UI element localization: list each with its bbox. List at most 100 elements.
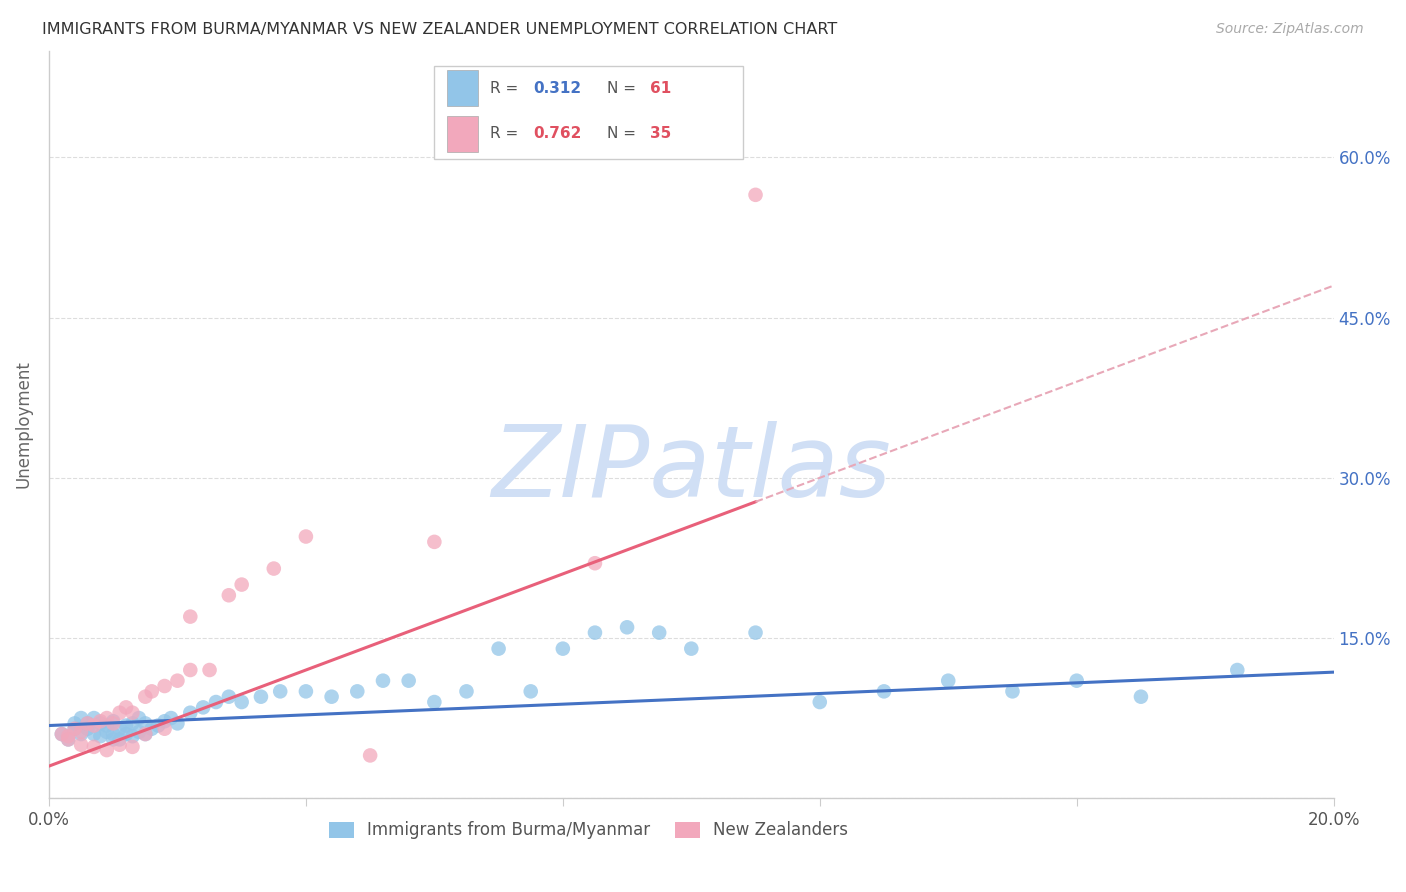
Point [63, 722, 86, 736]
Point [63, 722, 86, 736]
Point [153, 722, 176, 736]
Point [83, 727, 105, 741]
Point [89, 729, 111, 743]
Point [128, 725, 150, 739]
Legend: Immigrants from Burma/Myanmar, New Zealanders: Immigrants from Burma/Myanmar, New Zeala… [322, 814, 855, 846]
Point [423, 534, 446, 549]
Point [198, 663, 221, 677]
Point [63, 716, 86, 731]
Point [191, 700, 214, 714]
Point [398, 673, 420, 688]
Point [1129, 690, 1152, 704]
Point [218, 588, 240, 602]
Point [115, 718, 138, 732]
Point [70, 727, 93, 741]
Point [83, 739, 105, 754]
Point [456, 684, 478, 698]
Point [134, 690, 156, 704]
Point [583, 625, 606, 640]
Text: IMMIGRANTS FROM BURMA/MYANMAR VS NEW ZEALANDER UNEMPLOYMENT CORRELATION CHART: IMMIGRANTS FROM BURMA/MYANMAR VS NEW ZEA… [42, 22, 838, 37]
Point [250, 690, 273, 704]
Point [121, 706, 143, 720]
Point [141, 684, 163, 698]
Point [76, 716, 98, 731]
Point [936, 673, 959, 688]
Point [1226, 663, 1249, 677]
Point [295, 529, 318, 543]
Point [58, 729, 80, 743]
Point [371, 673, 394, 688]
Point [263, 561, 285, 575]
Point [108, 738, 131, 752]
Point [76, 722, 98, 736]
Point [321, 690, 343, 704]
Point [83, 718, 105, 732]
Point [134, 727, 156, 741]
Point [115, 700, 138, 714]
Point [166, 673, 188, 688]
Point [76, 716, 98, 731]
Point [295, 684, 318, 698]
Point [51, 727, 73, 741]
Point [96, 711, 118, 725]
Point [205, 695, 228, 709]
Point [231, 695, 253, 709]
Point [58, 732, 80, 747]
Point [96, 725, 118, 739]
Point [551, 641, 574, 656]
Point [179, 706, 201, 720]
Point [121, 729, 143, 743]
Point [103, 714, 125, 729]
Point [1066, 673, 1088, 688]
Point [121, 739, 143, 754]
Point [128, 711, 150, 725]
Point [231, 577, 253, 591]
Point [488, 641, 510, 656]
Point [153, 679, 176, 693]
Point [269, 684, 291, 698]
Point [58, 732, 80, 747]
Point [70, 725, 93, 739]
Point [115, 727, 138, 741]
Point [83, 711, 105, 725]
Point [160, 711, 183, 725]
Point [166, 716, 188, 731]
Point [51, 727, 73, 741]
Point [218, 690, 240, 704]
Point [70, 711, 93, 725]
Point [179, 663, 201, 677]
Point [141, 722, 163, 736]
Point [70, 738, 93, 752]
Point [108, 706, 131, 720]
Point [583, 556, 606, 570]
Point [1001, 684, 1024, 698]
Point [519, 684, 541, 698]
Point [744, 625, 766, 640]
Point [108, 722, 131, 736]
Point [103, 732, 125, 747]
Point [121, 716, 143, 731]
Point [808, 695, 831, 709]
Point [153, 714, 176, 729]
Point [96, 718, 118, 732]
Text: Source: ZipAtlas.com: Source: ZipAtlas.com [1216, 22, 1364, 37]
Point [96, 743, 118, 757]
Point [179, 609, 201, 624]
Point [346, 684, 368, 698]
Point [134, 716, 156, 731]
Point [359, 748, 381, 763]
Point [108, 732, 131, 747]
Point [89, 716, 111, 731]
Point [103, 727, 125, 741]
Point [423, 695, 446, 709]
Point [873, 684, 896, 698]
Y-axis label: Unemployment: Unemployment [15, 360, 32, 488]
Point [89, 714, 111, 729]
Point [134, 727, 156, 741]
Point [103, 716, 125, 731]
Point [744, 187, 766, 202]
Point [146, 718, 169, 732]
Text: ZIPatlas: ZIPatlas [491, 421, 891, 517]
Point [616, 620, 638, 634]
Point [648, 625, 671, 640]
